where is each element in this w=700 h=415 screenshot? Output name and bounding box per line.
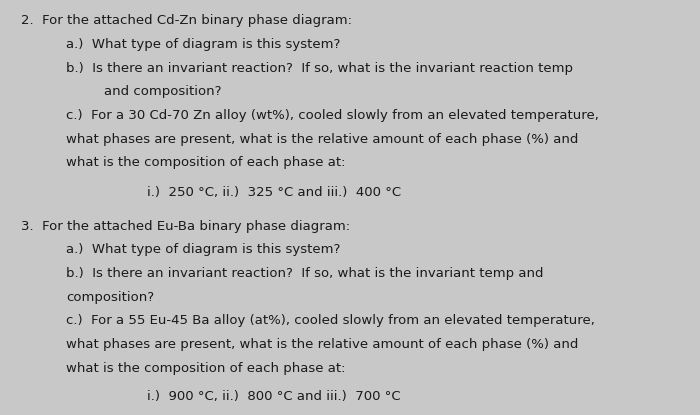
Text: 3.  For the attached Eu-Ba binary phase diagram:: 3. For the attached Eu-Ba binary phase d… [21,220,350,233]
Text: b.)  Is there an invariant reaction?  If so, what is the invariant temp and: b.) Is there an invariant reaction? If s… [66,267,544,280]
Text: what phases are present, what is the relative amount of each phase (%) and: what phases are present, what is the rel… [66,132,579,146]
Text: b.)  Is there an invariant reaction?  If so, what is the invariant reaction temp: b.) Is there an invariant reaction? If s… [66,61,573,75]
Text: c.)  For a 55 Eu-45 Ba alloy (at%), cooled slowly from an elevated temperature,: c.) For a 55 Eu-45 Ba alloy (at%), coole… [66,314,596,327]
Text: a.)  What type of diagram is this system?: a.) What type of diagram is this system? [66,38,341,51]
Text: and composition?: and composition? [104,85,221,98]
Text: i.)  900 °C, ii.)  800 °C and iii.)  700 °C: i.) 900 °C, ii.) 800 °C and iii.) 700 °C [147,390,400,403]
Text: composition?: composition? [66,290,155,304]
Text: c.)  For a 30 Cd-70 Zn alloy (wt%), cooled slowly from an elevated temperature,: c.) For a 30 Cd-70 Zn alloy (wt%), coole… [66,109,599,122]
Text: 2.  For the attached Cd-Zn binary phase diagram:: 2. For the attached Cd-Zn binary phase d… [21,14,352,27]
Text: a.)  What type of diagram is this system?: a.) What type of diagram is this system? [66,243,341,256]
Text: i.)  250 °C, ii.)  325 °C and iii.)  400 °C: i.) 250 °C, ii.) 325 °C and iii.) 400 °C [147,186,401,200]
Text: what is the composition of each phase at:: what is the composition of each phase at… [66,156,346,169]
Text: what is the composition of each phase at:: what is the composition of each phase at… [66,361,346,375]
Text: what phases are present, what is the relative amount of each phase (%) and: what phases are present, what is the rel… [66,338,579,351]
